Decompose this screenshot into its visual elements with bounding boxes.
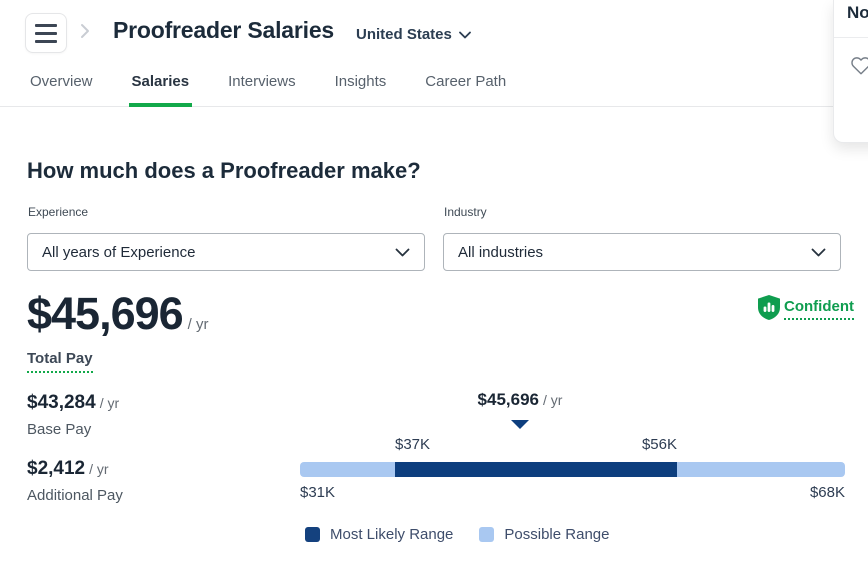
legend-label: Most Likely Range	[330, 526, 454, 543]
base-pay-value: $43,284	[27, 392, 96, 413]
possible-range-bar[interactable]	[300, 462, 845, 477]
median-pay-value: $45,696	[477, 390, 539, 409]
hamburger-menu-button[interactable]	[25, 13, 67, 53]
base-pay-period: / yr	[99, 395, 120, 411]
possible-swatch-icon	[479, 527, 495, 542]
hamburger-icon	[35, 31, 57, 35]
divider	[834, 37, 868, 38]
additional-pay-label: Additional Pay	[27, 487, 123, 504]
legend-label: Possible Range	[504, 526, 610, 543]
additional-pay-value: $2,412	[27, 458, 86, 479]
confidence-label: Confident	[784, 298, 854, 320]
shield-bars-icon	[758, 295, 780, 325]
chart-legend: Most Likely Range Possible Range	[305, 526, 609, 543]
median-pointer-triangle-icon	[511, 420, 529, 429]
experience-filter-label: Experience	[28, 205, 89, 219]
tab-interviews[interactable]: Interviews	[228, 73, 296, 90]
location-selector[interactable]: United States	[356, 26, 471, 43]
tab-insights[interactable]: Insights	[334, 73, 387, 90]
total-pay-period: / yr	[187, 316, 209, 333]
most-likely-swatch-icon	[305, 527, 320, 542]
industry-select[interactable]: All industries	[443, 233, 841, 271]
corner-card-title: No	[847, 3, 868, 22]
location-label: United States	[356, 26, 452, 43]
salary-question-heading: How much does a Proofreader make?	[27, 158, 421, 183]
tab-salaries[interactable]: Salaries	[128, 72, 192, 107]
total-pay-tooltip-label[interactable]: Total Pay	[27, 350, 93, 373]
likely-high-tick: $56K	[641, 436, 677, 453]
tab-career-path[interactable]: Career Path	[425, 73, 507, 90]
chevron-down-icon	[811, 248, 826, 257]
base-pay-item: $43,284 / yr Base Pay	[27, 392, 119, 438]
tab-overview[interactable]: Overview	[30, 73, 93, 90]
total-pay-amount: $45,696 / yr	[27, 288, 209, 340]
confidence-badge[interactable]: Confident	[758, 295, 854, 325]
experience-select[interactable]: All years of Experience	[27, 233, 425, 271]
possible-high-tick: $68K	[809, 484, 845, 501]
chevron-down-icon	[395, 248, 410, 257]
possible-low-tick: $31K	[300, 484, 336, 501]
heart-outline-icon[interactable]	[849, 54, 868, 81]
page-header: Proofreader Salaries United States Overv…	[0, 0, 868, 107]
median-pay-label: $45,696 / yr	[478, 390, 563, 410]
likely-low-tick: $37K	[395, 436, 431, 453]
industry-filter-label: Industry	[444, 205, 487, 219]
most-likely-range-bar[interactable]	[395, 462, 677, 477]
hamburger-icon	[35, 39, 57, 43]
experience-select-value: All years of Experience	[42, 243, 196, 261]
industry-select-value: All industries	[458, 243, 544, 261]
legend-item-most-likely: Most Likely Range	[305, 526, 453, 543]
median-pay-period: / yr	[543, 392, 563, 408]
total-pay-value: $45,696	[27, 288, 184, 339]
hamburger-icon	[35, 23, 57, 27]
legend-item-possible: Possible Range	[479, 526, 609, 543]
page-title: Proofreader Salaries	[113, 17, 335, 43]
breadcrumb-chevron-icon	[80, 23, 90, 44]
corner-card: No	[833, 0, 868, 143]
additional-pay-period: / yr	[89, 461, 109, 477]
additional-pay-item: $2,412 / yr Additional Pay	[27, 458, 123, 504]
salary-range-chart: $45,696 / yr $37K $56K $31K $68K Most Li…	[300, 390, 845, 545]
nav-tabs: Overview Salaries Interviews Insights Ca…	[30, 72, 506, 107]
chevron-down-icon	[458, 26, 471, 43]
base-pay-label: Base Pay	[27, 421, 92, 438]
